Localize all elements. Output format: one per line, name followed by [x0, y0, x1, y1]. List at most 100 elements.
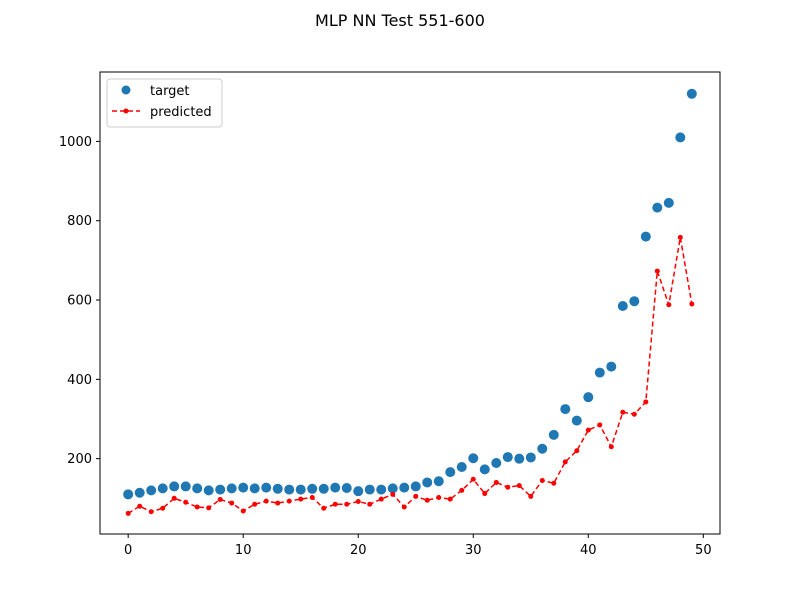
target-point: [238, 482, 249, 493]
target-point: [318, 483, 329, 494]
target-point: [249, 483, 260, 494]
target-point: [468, 453, 479, 464]
x-axis: 0 10 20 30 40 50: [124, 534, 712, 558]
target-point: [571, 415, 582, 426]
target-point: [341, 482, 352, 493]
target-point: [203, 485, 214, 496]
target-point: [617, 300, 628, 311]
target-point: [640, 231, 651, 242]
target-point: [387, 483, 398, 494]
target-point: [514, 453, 525, 464]
predicted-point: [505, 484, 511, 490]
predicted-point: [516, 483, 522, 489]
plot-marks: [123, 88, 697, 516]
predicted-point: [206, 505, 212, 511]
predicted-point: [217, 496, 223, 502]
predicted-point: [298, 496, 304, 502]
target-point: [134, 487, 145, 498]
predicted-point: [459, 487, 465, 493]
predicted-point: [367, 501, 373, 507]
predicted-point: [482, 491, 488, 497]
predicted-point: [401, 504, 407, 510]
y-tick-label: 400: [67, 373, 92, 388]
predicted-point: [597, 422, 603, 428]
x-tick-label: 30: [465, 543, 482, 558]
target-point: [502, 452, 513, 463]
target-point: [192, 483, 203, 494]
x-tick-label: 10: [235, 543, 252, 558]
y-axis: 200 400 600 800 1000: [59, 135, 100, 467]
legend-label-predicted: predicted: [150, 105, 212, 120]
predicted-point: [631, 411, 637, 417]
target-point: [157, 483, 168, 494]
x-tick-label: 20: [350, 543, 367, 558]
predicted-point: [447, 496, 453, 502]
x-tick-label: 40: [580, 543, 597, 558]
predicted-point: [562, 459, 568, 465]
predicted-point: [355, 498, 361, 504]
predicted-point: [689, 301, 695, 307]
target-point: [146, 485, 157, 496]
predicted-point: [574, 448, 580, 454]
predicted-point: [528, 493, 534, 499]
predicted-line: [127, 237, 693, 515]
predicted-point: [378, 496, 384, 502]
target-point: [686, 88, 697, 99]
predicted-point: [551, 480, 557, 486]
predicted-point: [240, 508, 246, 514]
predicted-point: [125, 510, 131, 516]
predicted-point: [171, 495, 177, 501]
predicted-point: [229, 500, 235, 506]
target-point: [353, 486, 364, 497]
target-point: [169, 481, 180, 492]
predicted-point: [137, 503, 143, 509]
target-point: [652, 202, 663, 213]
target-point: [583, 392, 594, 403]
predicted-point: [160, 505, 166, 511]
target-point: [376, 484, 387, 495]
predicted-point: [344, 501, 350, 507]
legend: target predicted: [106, 78, 223, 128]
predicted-point: [654, 268, 660, 274]
target-point: [548, 429, 559, 440]
target-point: [594, 367, 605, 378]
target-point: [123, 489, 134, 500]
predicted-point: [585, 427, 591, 433]
target-point: [456, 461, 467, 472]
target-point: [606, 361, 617, 372]
predicted-point: [252, 501, 258, 507]
target-point: [479, 464, 490, 475]
target-point: [215, 484, 226, 495]
target-point: [364, 484, 375, 495]
chart-title: MLP NN Test 551-600: [315, 11, 485, 30]
predicted-point: [194, 504, 200, 510]
x-tick-label: 0: [124, 543, 132, 558]
predicted-point: [332, 501, 338, 507]
predicted-point: [608, 444, 614, 450]
legend-label-target: target: [150, 84, 190, 99]
target-point: [261, 482, 272, 493]
target-point: [295, 484, 306, 495]
predicted-point: [666, 302, 672, 308]
target-point: [629, 296, 640, 307]
target-point: [560, 404, 571, 415]
predicted-point: [275, 500, 281, 506]
target-point: [226, 483, 237, 494]
y-tick-label: 800: [67, 214, 92, 229]
predicted-point: [148, 509, 154, 515]
legend-box: [106, 78, 223, 128]
predicted-point: [321, 505, 327, 511]
target-point: [272, 483, 283, 494]
predicted-point: [643, 399, 649, 405]
target-point: [399, 482, 410, 493]
target-point: [410, 481, 421, 492]
target-point: [537, 443, 548, 454]
y-tick-label: 600: [67, 294, 92, 309]
target-point: [675, 132, 686, 143]
x-tick-label: 50: [695, 543, 712, 558]
target-point: [330, 482, 341, 493]
target-point: [663, 197, 674, 208]
legend-predicted-marker: [123, 108, 129, 114]
predicted-point: [539, 477, 545, 483]
